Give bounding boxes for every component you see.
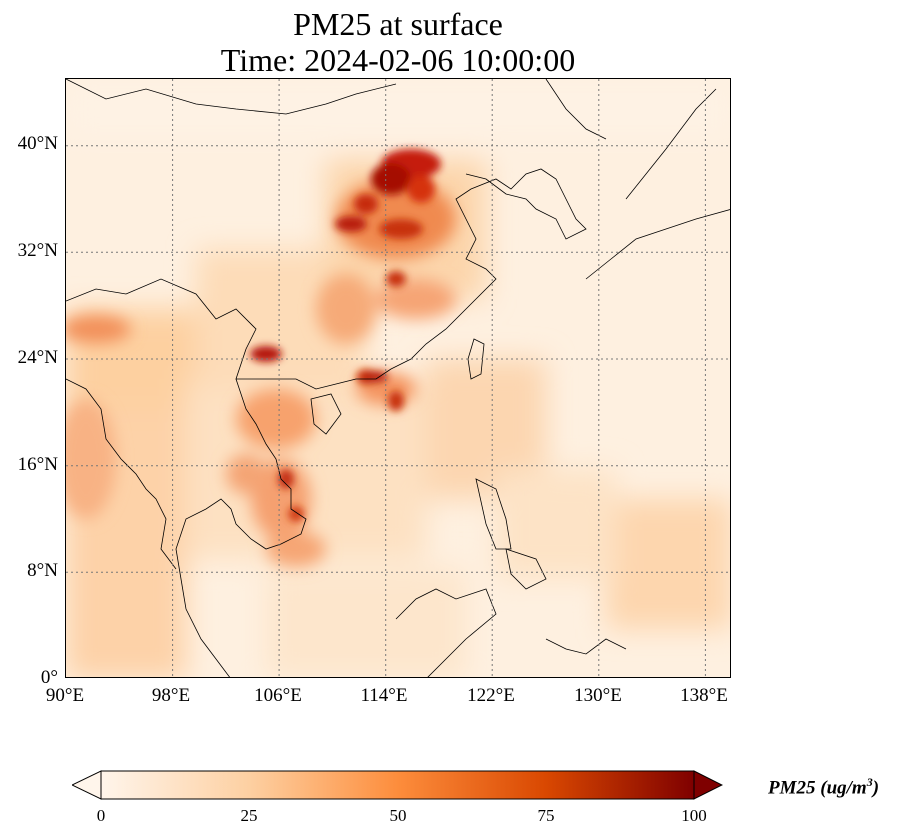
colorbar [70,770,724,800]
lat-label-24n: 24°N [17,347,58,368]
colorbar-title: PM25 (ug/m3) [768,775,879,799]
concentration-field-high [250,149,441,522]
colorbar-tick-50: 50 [389,806,407,825]
lon-label-98e: 98°E [151,685,191,706]
lat-label-40n: 40°N [17,133,58,154]
colorbar-extend-high [693,770,724,800]
colorbar-title-main: PM25 (ug/m [768,777,867,799]
lon-label-130e: 130°E [574,685,622,706]
colorbar-tick-100: 100 [681,806,707,825]
gridlines [66,79,730,677]
colorbar-tick-25: 25 [240,806,258,825]
colorbar-title-sup: 3 [866,775,873,789]
map-title: PM25 at surface [293,6,503,42]
lat-label-16n: 16°N [17,454,58,475]
lon-label-114e: 114°E [360,685,408,706]
colorbar-extend-low [70,770,102,800]
lon-label-122e: 122°E [467,685,515,706]
lat-label-0: 0° [40,667,58,688]
colorbar-tick-75: 75 [537,806,555,825]
lon-label-90e: 90°E [45,685,85,706]
lon-label-106e: 106°E [254,685,302,706]
colorbar-gradient [100,770,695,800]
lat-label-8n: 8°N [27,560,58,581]
pm25-map [65,78,731,678]
coastlines [66,79,730,677]
colorbar-title-end: ) [872,777,880,799]
map-time-subtitle: Time: 2024-02-06 10:00:00 [220,42,576,78]
lat-label-32n: 32°N [17,240,58,261]
lon-label-138e: 138°E [680,685,728,706]
colorbar-tick-0: 0 [96,806,106,825]
